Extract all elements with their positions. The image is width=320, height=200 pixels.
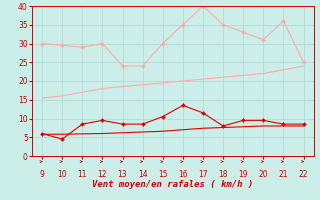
X-axis label: Vent moyen/en rafales ( km/h ): Vent moyen/en rafales ( km/h ) (92, 180, 253, 189)
